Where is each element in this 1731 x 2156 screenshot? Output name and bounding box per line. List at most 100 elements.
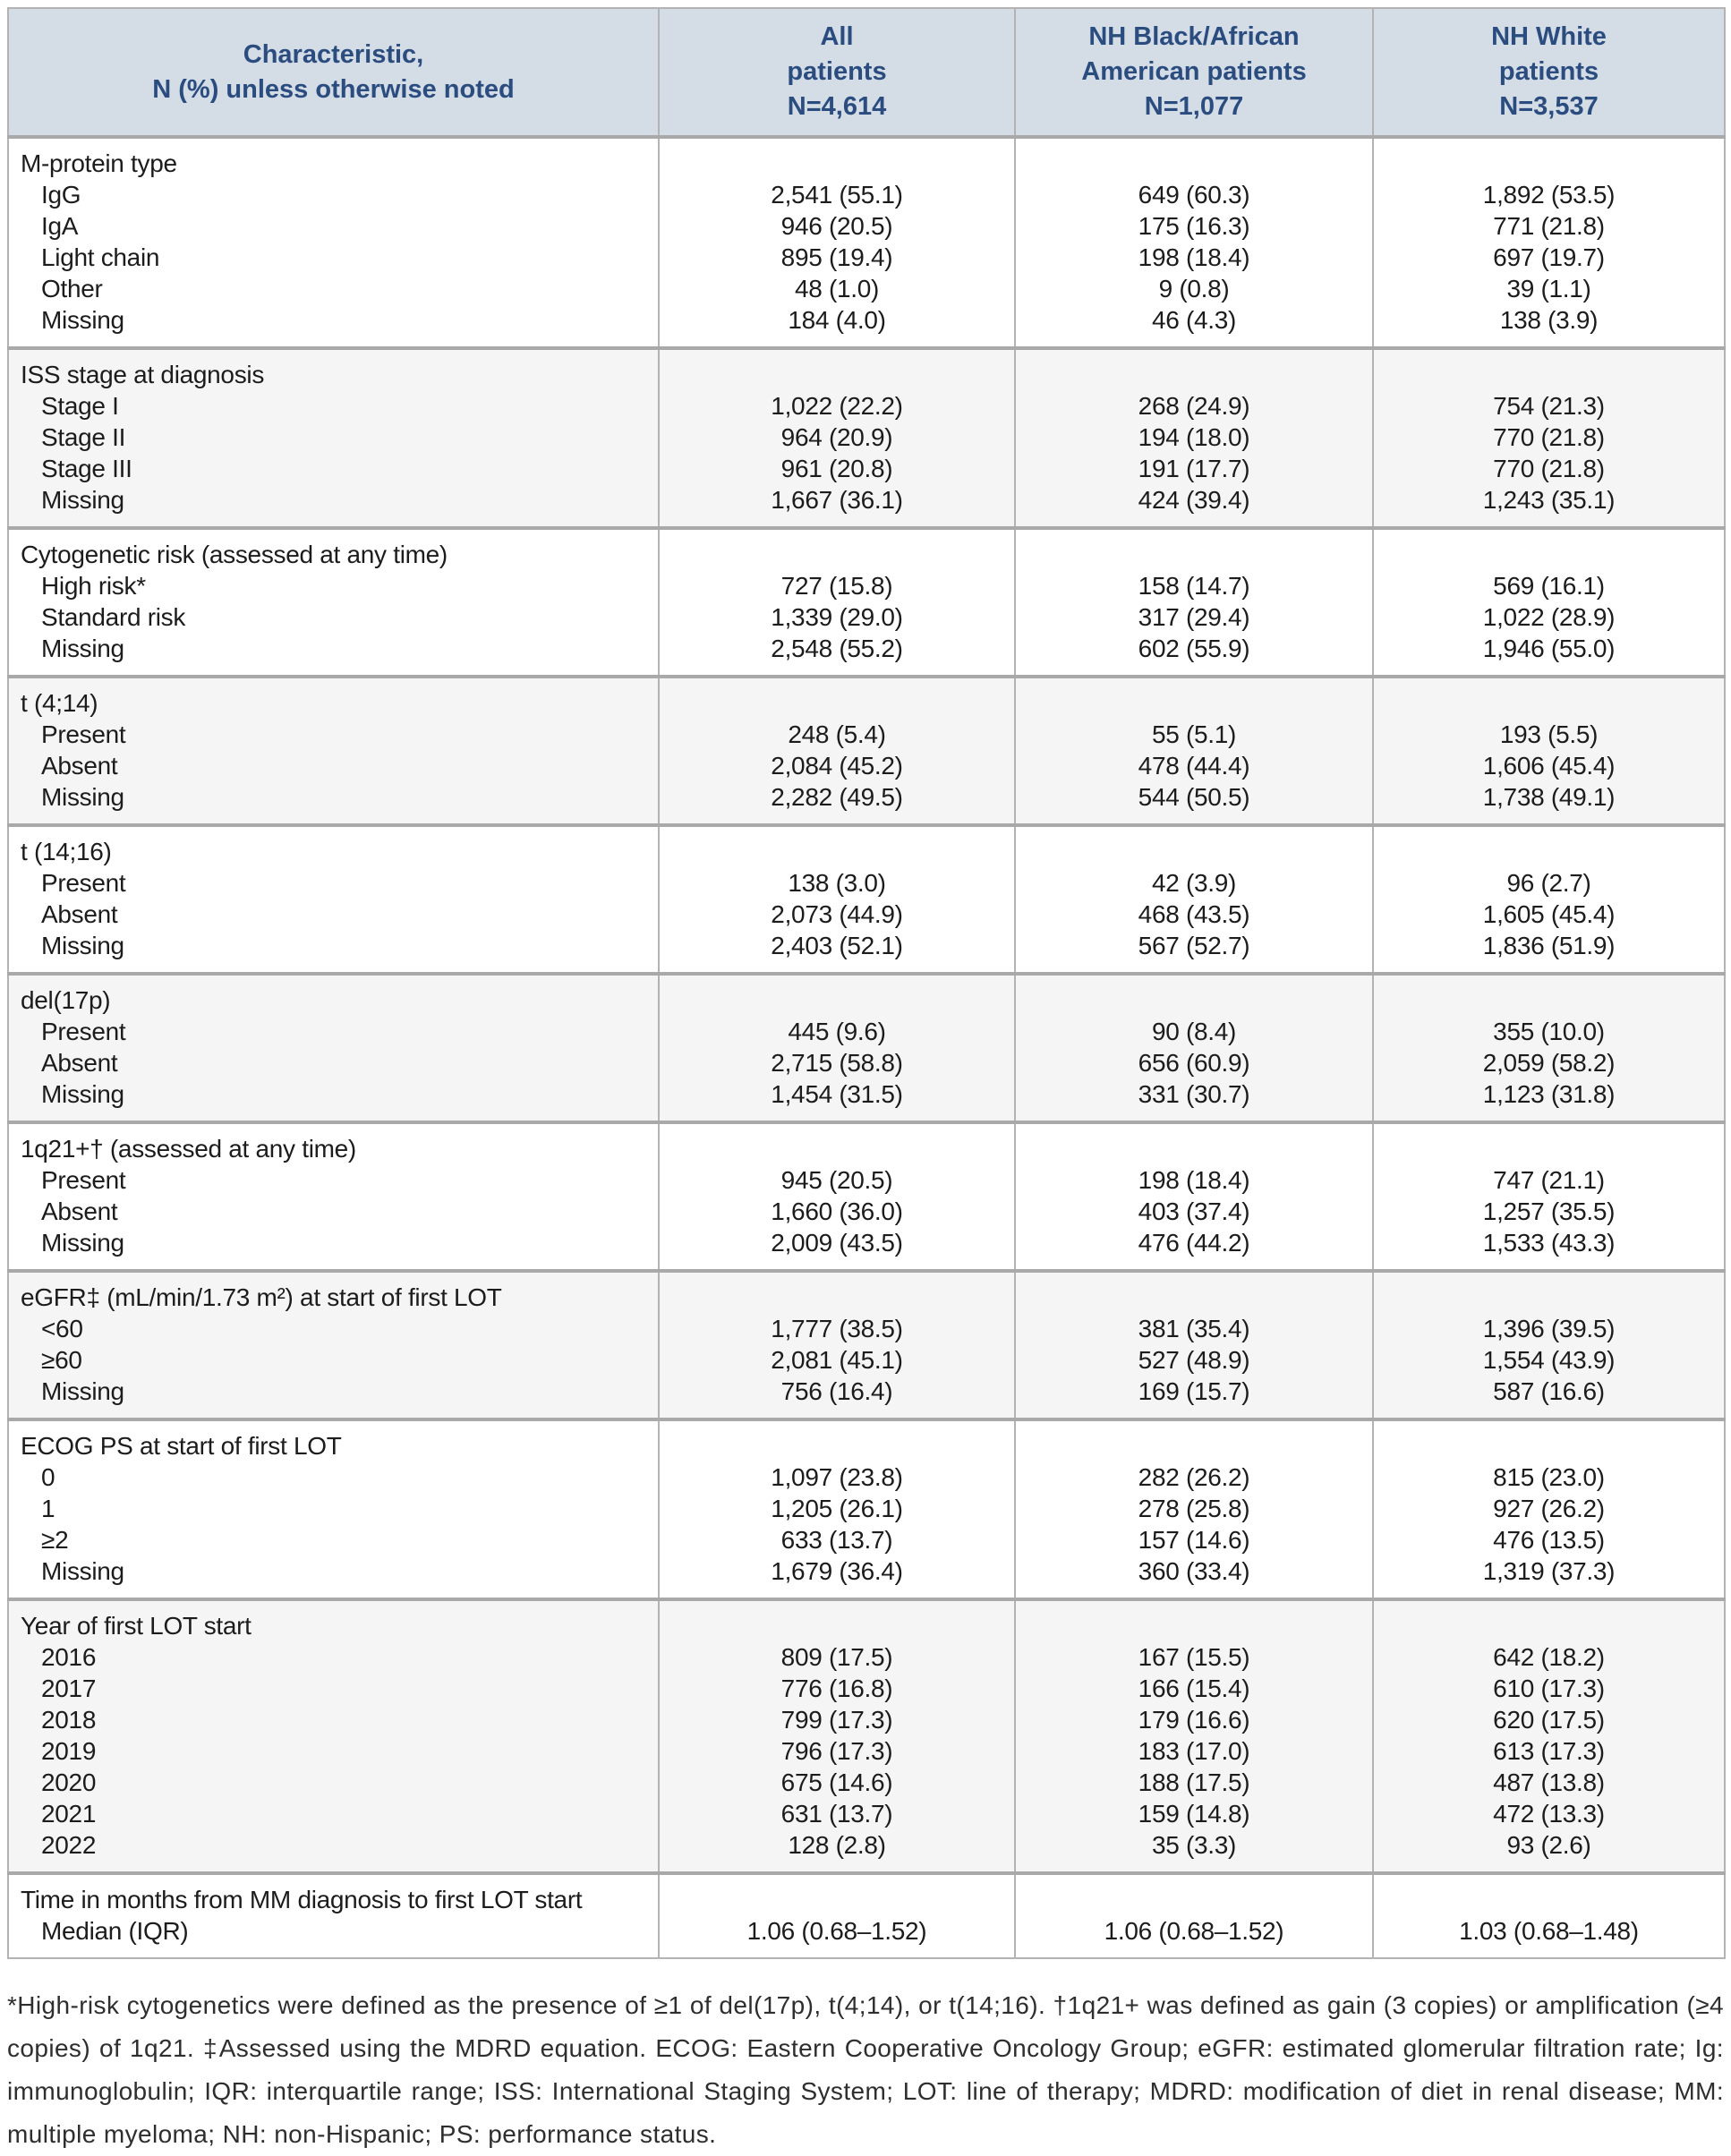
cell-value: 445 (9.6) [788,1018,886,1045]
cell-value: 1,836 (51.9) [1482,932,1616,959]
section-title: ECOG PS at start of first LOT [21,1432,342,1460]
spacer-line [660,1133,1014,1164]
value-cell: 42 (3.9) 468 (43.5) 567 (52.7) [1014,823,1374,975]
spacer-line [1016,539,1372,570]
spacer-line [1374,148,1724,179]
cell-value: 355 (10.0) [1493,1018,1605,1045]
cell-value: 809 (17.5) [780,1643,893,1671]
value-cell: 381 (35.4) 527 (48.9) 169 (15.7) [1014,1269,1374,1420]
cell-value: 1,679 (36.4) [771,1557,903,1585]
spacer-line [1374,836,1724,867]
spacer-line [1016,687,1372,719]
cell-value: 128 (2.8) [788,1831,886,1859]
row-label: Present [41,1018,126,1045]
row-label: Absent [41,900,118,928]
cell-value: 472 (13.3) [1493,1800,1605,1828]
spacer-line [1016,359,1372,390]
section-title: 1q21+† (assessed at any time) [21,1135,356,1163]
cell-value: 633 (13.7) [780,1526,893,1554]
label-cell: del(17p) Present Absent Missing [7,972,660,1123]
row-label: 1 [41,1495,55,1522]
cell-value: 770 (21.8) [1493,423,1605,451]
table-section-row: ISS stage at diagnosis Stage I Stage II Sta… [7,346,1726,529]
row-label: 2019 [41,1737,97,1765]
row-label: Light chain [41,243,160,271]
cell-value: 945 (20.5) [780,1166,893,1194]
cell-value: 93 (2.6) [1506,1831,1591,1859]
cell-value: 1,123 (31.8) [1482,1080,1616,1108]
cell-value: 2,081 (45.1) [771,1346,903,1374]
row-label: Median (IQR) [41,1917,189,1945]
value-cell: 193 (5.5) 1,606 (45.4) 1,738 (49.1) [1372,675,1726,826]
cell-value: 193 (5.5) [1499,720,1599,748]
cell-value: 2,084 (45.2) [771,752,903,780]
section-title: Time in months from MM diagnosis to firs… [21,1886,583,1913]
cell-value: 776 (16.8) [780,1675,893,1702]
value-cell: 1,022 (22.2) 964 (20.9) 961 (20.8) 1,667 (3… [658,346,1016,529]
cell-value: 1,454 (31.5) [771,1080,903,1108]
spacer-line [1374,984,1724,1016]
value-cell: 282 (26.2) 278 (25.8) 157 (14.6) 360 (33.4) [1014,1418,1374,1600]
row-label: Present [41,869,126,897]
table-section-row: t (14;16) Present Absent Missing 138 (3.0) 2,… [7,823,1726,975]
spacer-line [660,1282,1014,1313]
value-cell: 1,777 (38.5) 2,081 (45.1) 756 (16.4) [658,1269,1016,1420]
spacer-line [1374,1884,1724,1915]
cell-value: 1,554 (43.9) [1482,1346,1616,1374]
header-line: N=4,614 [787,92,887,121]
section-title: ISS stage at diagnosis [21,361,265,388]
value-cell: 355 (10.0) 2,059 (58.2) 1,123 (31.8) [1372,972,1726,1123]
cell-value: 138 (3.9) [1499,306,1599,334]
cell-value: 55 (5.1) [1151,720,1237,748]
value-cell: 167 (15.5) 166 (15.4) 179 (16.6) 183 (17.0)… [1014,1598,1374,1874]
cell-value: 895 (19.4) [780,243,893,271]
cell-value: 1,892 (53.5) [1482,181,1616,209]
spacer-line [660,984,1014,1016]
row-label: Present [41,720,126,748]
row-label: Stage II [41,423,126,451]
cell-value: 527 (48.9) [1138,1346,1250,1374]
spacer-line [660,1430,1014,1461]
header-line: All [820,22,854,51]
cell-value: 317 (29.4) [1138,603,1250,631]
cell-value: 602 (55.9) [1138,635,1250,662]
header-row: Characteristic, N (%) unless otherwise n… [7,7,1726,139]
cell-value: 796 (17.3) [780,1737,893,1765]
cell-value: 188 (17.5) [1138,1768,1250,1796]
cell-value: 157 (14.6) [1138,1526,1250,1554]
section-title: t (4;14) [21,689,98,717]
cell-value: 1,257 (35.5) [1482,1197,1616,1225]
cell-value: 1,396 (39.5) [1482,1315,1616,1342]
cell-value: 756 (16.4) [780,1377,893,1405]
cell-value: 476 (13.5) [1493,1526,1605,1554]
cell-value: 1,205 (26.1) [771,1495,903,1522]
spacer-line [1016,836,1372,867]
cell-value: 42 (3.9) [1151,869,1237,897]
label-cell: Year of first LOT start 2016 2017 2018 2019 2… [7,1598,660,1874]
row-label: Missing [41,486,124,514]
table-section-row: M-protein type IgG IgA Light chain Other Miss… [7,135,1726,349]
cell-value: 747 (21.1) [1493,1166,1605,1194]
cell-value: 961 (20.8) [780,455,893,482]
cell-value: 927 (26.2) [1493,1495,1605,1522]
spacer-line [1374,359,1724,390]
cell-value: 1,243 (35.1) [1482,486,1616,514]
value-cell: 747 (21.1) 1,257 (35.5) 1,533 (43.3) [1372,1121,1726,1272]
cell-value: 48 (1.0) [794,275,880,303]
value-cell: 268 (24.9) 194 (18.0) 191 (17.7) 424 (39.4) [1014,346,1374,529]
row-label: Standard risk [41,603,186,631]
cell-value: 487 (13.8) [1493,1768,1605,1796]
value-cell: 1.03 (0.68–1.48) [1372,1871,1726,1959]
value-cell: 1,097 (23.8) 1,205 (26.1) 633 (13.7) 1,679 … [658,1418,1016,1600]
row-label: Absent [41,1197,118,1225]
cell-value: 39 (1.1) [1506,275,1591,303]
row-label: Missing [41,635,124,662]
cell-value: 169 (15.7) [1138,1377,1250,1405]
cell-value: 1,097 (23.8) [771,1463,903,1491]
cell-value: 158 (14.7) [1138,572,1250,600]
cell-value: 198 (18.4) [1138,243,1250,271]
column-header-all-patients: All patients N=4,614 [658,7,1016,139]
row-label: <60 [41,1315,83,1342]
row-label: Missing [41,1229,124,1257]
value-cell: 754 (21.3) 770 (21.8) 770 (21.8) 1,243 (35.… [1372,346,1726,529]
